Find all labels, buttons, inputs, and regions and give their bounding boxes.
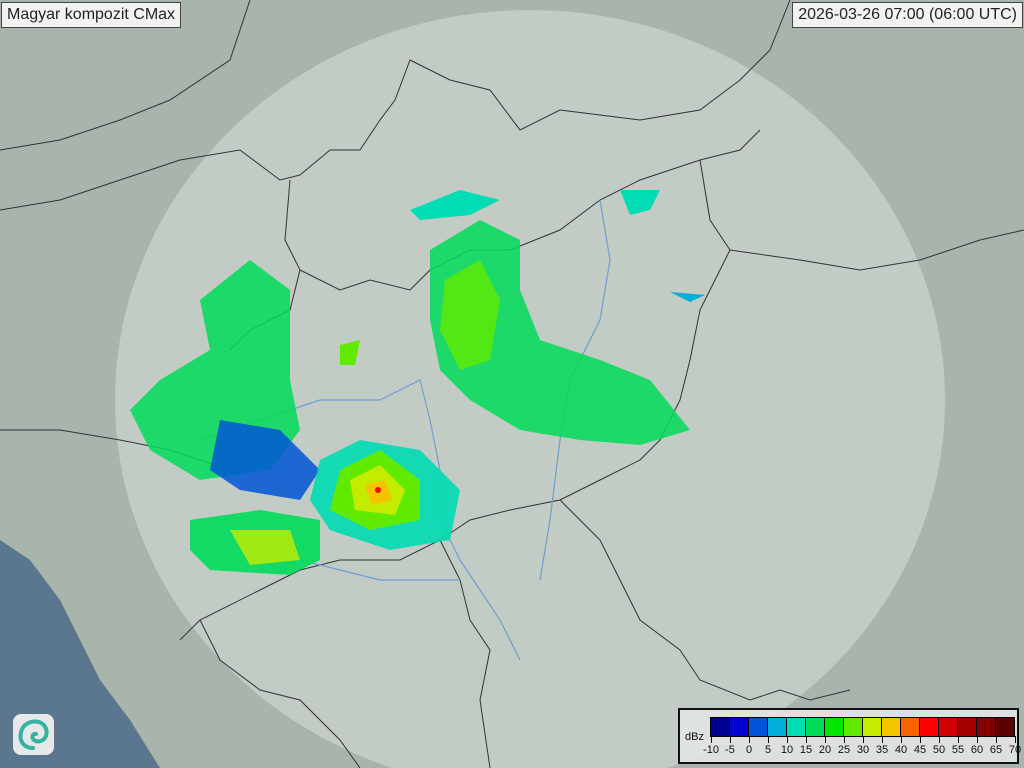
legend-color-swatch [768, 718, 787, 736]
legend-tick-label: 25 [837, 744, 851, 756]
legend-tick [711, 736, 712, 743]
legend-unit: dBz [685, 731, 704, 743]
radar-echoes [130, 190, 705, 575]
legend-tick-label: 20 [818, 744, 832, 756]
legend-color-swatch [901, 718, 920, 736]
legend-tick [749, 736, 750, 743]
legend-tick-label: 55 [951, 744, 965, 756]
legend-tick [863, 736, 864, 743]
legend-color-swatch [844, 718, 863, 736]
legend-tick-label: 30 [856, 744, 870, 756]
legend-tick [1015, 736, 1016, 743]
legend-tick-label: 60 [970, 744, 984, 756]
legend-tick [882, 736, 883, 743]
product-title: Magyar kompozit CMax [1, 2, 182, 28]
swirl-logo-icon [13, 714, 54, 755]
legend-color-swatch [863, 718, 882, 736]
legend-color-swatch [996, 718, 1014, 736]
legend-color-swatch [920, 718, 939, 736]
dbz-color-legend: dBz -10 -5 0 5 10 15 20 25 30 35 40 45 50 55 60 65 70 [678, 708, 1022, 764]
legend-tick-label: 65 [989, 744, 1003, 756]
legend-tick [939, 736, 940, 743]
legend-color-swatch [958, 718, 977, 736]
legend-tick [787, 736, 788, 743]
legend-color-swatch [977, 718, 996, 736]
legend-tick [977, 736, 978, 743]
legend-tick-label: 40 [894, 744, 908, 756]
legend-tick-label: 45 [913, 744, 927, 756]
legend-color-swatch [882, 718, 901, 736]
timestamp-label: 2026-03-26 07:00 (06:00 UTC) [792, 2, 1023, 28]
legend-tick [844, 736, 845, 743]
legend-color-swatch [825, 718, 844, 736]
legend-tick [806, 736, 807, 743]
adriatic-sea [0, 540, 160, 768]
legend-tick-label: 0 [745, 744, 753, 756]
legend-tick-label: 10 [780, 744, 794, 756]
legend-tick [901, 736, 902, 743]
legend-color-swatch [730, 718, 749, 736]
legend-tick [920, 736, 921, 743]
legend-color-bar [710, 717, 1015, 737]
legend-tick [996, 736, 997, 743]
legend-color-swatch [787, 718, 806, 736]
legend-color-swatch [939, 718, 958, 736]
legend-tick-label: 15 [799, 744, 813, 756]
legend-tick-label: -5 [725, 744, 735, 756]
legend-tick-label: 50 [932, 744, 946, 756]
legend-tick [730, 736, 731, 743]
legend-tick-label: 5 [764, 744, 772, 756]
legend-tick-label: 70 [1008, 744, 1022, 756]
legend-tick [768, 736, 769, 743]
legend-tick-label: 35 [875, 744, 889, 756]
legend-tick-label: -10 [703, 744, 719, 756]
legend-color-swatch [806, 718, 825, 736]
legend-tick [825, 736, 826, 743]
legend-color-swatch [711, 718, 730, 736]
legend-color-swatch [749, 718, 768, 736]
legend-tick [958, 736, 959, 743]
